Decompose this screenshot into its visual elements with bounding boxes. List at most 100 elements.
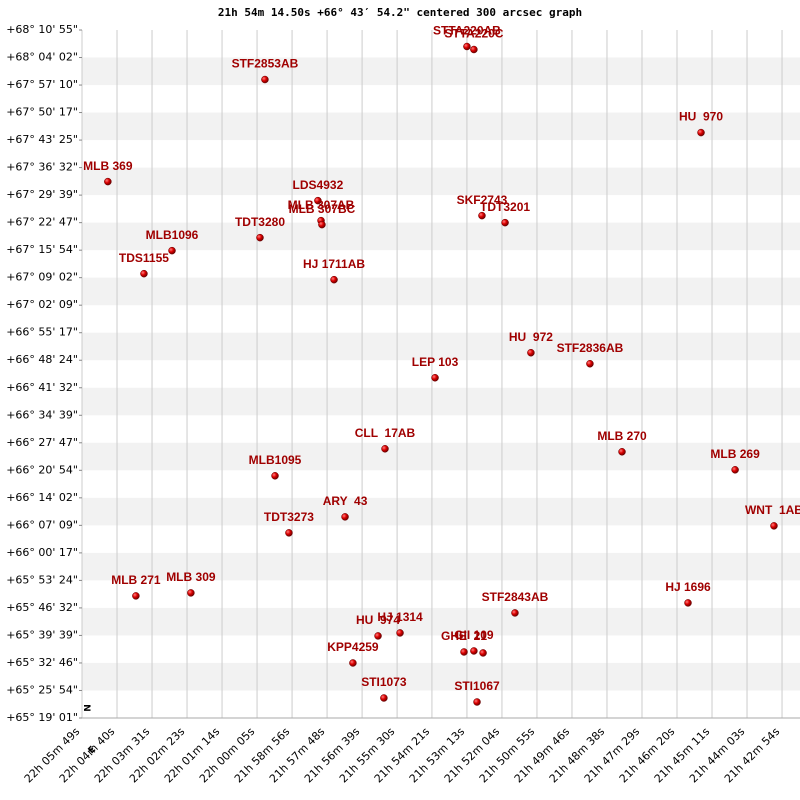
band [82,552,800,581]
star [527,348,535,357]
star-label: KPP4259 [327,640,379,654]
star [187,589,195,597]
star [473,698,481,706]
star [318,220,326,229]
star [431,373,439,382]
bands [82,57,800,691]
star [140,269,148,278]
star-label: MLB1096 [146,228,199,242]
star [511,609,519,617]
east-label: E [87,745,98,756]
star [770,522,778,530]
y-tick-label: +66° 07' 09" [6,518,78,531]
star [731,466,739,474]
star-label: HJ 1696 [665,580,711,594]
band [82,167,800,196]
star [478,211,486,220]
y-tick-label: +66° 27' 47" [6,436,78,449]
y-tick-label: +66° 34' 39" [6,408,78,421]
star-label: STI1067 [454,679,500,693]
star [132,592,140,600]
star-label: MLB 369 [83,159,133,173]
y-tick-label: +67° 15' 54" [6,243,78,256]
star [479,649,487,657]
y-tick-label: +65° 39' 39" [6,628,78,641]
y-tick-label: +67° 09' 02" [6,271,78,284]
band [82,442,800,471]
band [82,387,800,416]
star-label: WNT 1AB [745,503,800,517]
star-label: MLB1095 [249,453,302,467]
y-tick-label: +65° 32' 46" [6,656,78,669]
star-label: HU 972 [509,330,553,344]
star [256,233,264,242]
star [168,246,176,255]
y-tick-label: +65° 25' 54" [6,683,78,696]
star [501,218,509,227]
star-label: ARY 43 [323,494,368,508]
y-tick-label: +67° 43' 25" [6,133,78,146]
star-label: MLB 271 [111,573,161,587]
band [82,497,800,526]
star-label: HU 974 [356,613,400,627]
band [82,607,800,636]
star-label: LEP 103 [412,355,459,369]
band [82,222,800,251]
y-tick-label: +65° 53' 24" [6,573,78,586]
star [314,196,322,205]
star-label: TDT3201 [480,200,530,214]
star [341,513,349,521]
star-label: GII 109 [454,628,494,642]
star-label: TDS1155 [119,251,169,265]
star-label: HJ 1314 [377,610,423,624]
y-tick-label: +67° 22' 47" [6,216,78,229]
star-label: STI1073 [361,675,407,689]
star [271,472,279,480]
north-label: N [84,704,94,712]
star-label: SKF2743 [457,193,508,207]
star [380,694,388,702]
star-label: LDS4932 [293,178,344,192]
y-tick-label: +66° 14' 02" [6,491,78,504]
y-tick-label: +68° 10' 55" [6,23,78,36]
star-label: HU 970 [679,110,723,124]
star [618,448,626,456]
star [261,75,269,84]
band [82,57,800,86]
y-tick-label: +66° 41' 32" [6,381,78,394]
star-label: STF2836AB [557,341,624,355]
star [470,647,478,655]
y-tick-label: +67° 29' 39" [6,188,78,201]
band [82,112,800,141]
y-tick-label: +65° 46' 32" [6,601,78,614]
y-tick-label: +67° 02' 09" [6,298,78,311]
star-label: STF2843AB [482,590,549,604]
star [463,42,471,51]
y-tick-label: +66° 55' 17" [6,326,78,339]
star [460,648,468,656]
y-tick-label: +67° 36' 32" [6,161,78,174]
star-label: TDT3280 [235,215,285,229]
star [586,359,594,368]
grid [81,30,783,718]
star-label: MLB 269 [710,447,760,461]
star-label: CLL 17AB [355,426,416,440]
star [381,445,389,453]
star [104,177,112,186]
star-label: STTA220C [444,27,503,41]
star-label: MLB 309 [166,570,216,584]
star-label: HJ 1711AB [303,257,365,271]
chart-title: 21h 54m 14.50s +66° 43′ 54.2" centered 3… [218,6,582,19]
star-label: MLB 307AB [288,198,355,212]
y-tick-label: +66° 20' 54" [6,463,78,476]
star-label: GHE 21 [441,629,487,643]
star-label: STTA220AB [433,24,501,38]
y-tick-label: +67° 50' 17" [6,106,78,119]
y-tick-label: +66° 00' 17" [6,546,78,559]
y-tick-label: +68° 04' 02" [6,51,78,64]
star [374,632,382,640]
y-tick-label: +67° 57' 10" [6,78,78,91]
star [396,629,404,637]
